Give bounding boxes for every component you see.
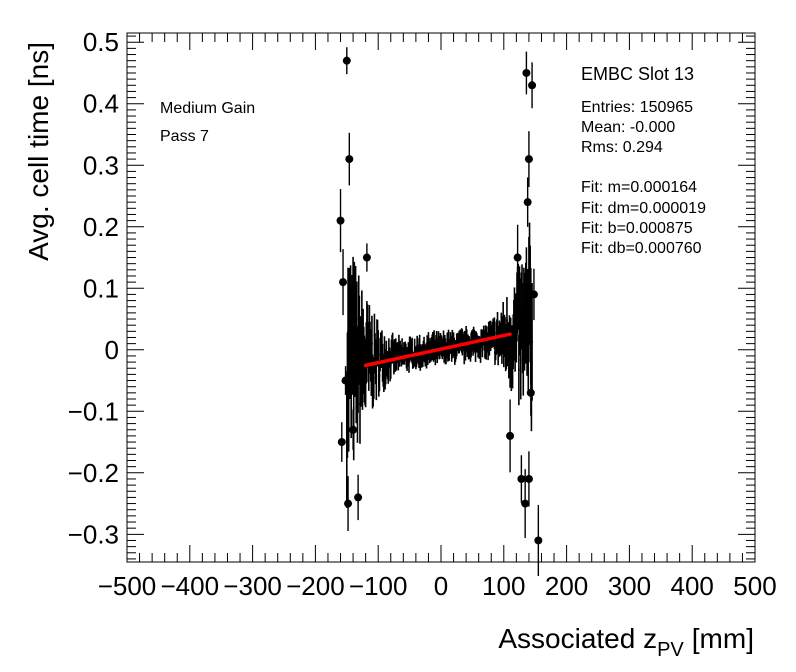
fit-line-group [363,332,512,368]
y-tick-labels: −0.3 −0.2 −0.1 0 0.1 0.2 0.3 0.4 0.5 [68,27,119,549]
outlier-point [522,68,531,77]
data-points [336,56,543,545]
outlier-point [534,536,543,545]
x-axis-title: Associated zPV [mm] [498,623,754,661]
fit-line [363,332,512,368]
outlier-point [336,216,345,225]
outlier-point [513,253,522,262]
y-tick-label: 0.1 [83,273,119,303]
outlier-point [341,376,350,385]
fit-db: Fit: db=0.000760 [581,240,702,257]
outlier-point [521,499,530,508]
plot-frame [126,32,756,563]
x-tick-label: −200 [286,571,345,601]
annotation-pass: Pass 7 [160,128,209,145]
outlier-point [347,290,356,299]
stat-entries: Entries: 150965 [581,99,693,116]
outlier-point [345,155,354,164]
outlier-point [339,278,348,287]
error-bars [339,47,540,577]
fit-m: Fit: m=0.000164 [581,179,697,196]
y-tick-label: −0.3 [68,519,119,549]
outlier-point [354,493,363,502]
x-tick-label: −500 [98,571,157,601]
outlier-point [362,253,371,262]
fit-dm: Fit: dm=0.000019 [581,200,706,217]
x-tick-label: 200 [545,571,588,601]
x-axis-title-main: Associated z [498,623,657,654]
y-tick-label: −0.1 [68,396,119,426]
outlier-point [524,474,533,483]
outlier-point [529,290,538,299]
y-tick-label: 0.5 [83,27,119,57]
y-axis-title: Avg. cell time [ns] [23,42,54,261]
x-tick-label: 300 [608,571,651,601]
outlier-point [517,474,526,483]
y-tick-label: −0.2 [68,458,119,488]
x-tick-label: −100 [349,571,408,601]
x-axis-title-unit: [mm] [692,623,754,654]
outlier-point [526,388,535,397]
x-tick-label: −300 [223,571,282,601]
y-tick-label: 0.2 [83,212,119,242]
stat-rms: Rms: 0.294 [581,139,663,156]
fit-b: Fit: b=0.000875 [581,220,693,237]
outlier-point [349,425,358,434]
tick-marks [126,33,756,562]
outlier-point [506,431,515,440]
x-tick-label: −400 [161,571,220,601]
x-tick-label: 500 [733,571,776,601]
y-tick-label: 0.4 [83,89,119,119]
x-tick-labels: −500 −400 −300 −200 −100 0 100 200 300 400 500 [98,571,777,601]
outlier-point [524,155,533,164]
x-tick-label: 100 [482,571,525,601]
annotation-gain: Medium Gain [160,100,255,117]
outlier-point [337,438,346,447]
outlier-point [342,56,351,65]
x-axis-title-sub: PV [657,639,684,661]
y-tick-label: 0 [105,335,119,365]
stat-mean: Mean: -0.000 [581,119,675,136]
outlier-point [528,81,537,90]
x-tick-label: 0 [434,571,448,601]
chart-title: EMBC Slot 13 [581,64,694,84]
y-tick-label: 0.3 [83,150,119,180]
x-tick-label: 400 [671,571,714,601]
outlier-point [523,198,532,207]
outlier-point [344,499,353,508]
